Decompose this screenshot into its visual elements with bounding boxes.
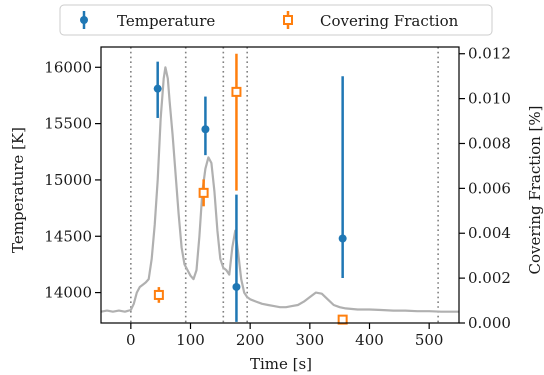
background-curve-group xyxy=(101,67,459,311)
legend-label-temperature: Temperature xyxy=(117,12,215,30)
right-y-tick-label-0: 0.000 xyxy=(468,314,511,332)
background-curve xyxy=(101,67,459,311)
data-point-1-0 xyxy=(155,291,163,299)
right-y-tick-label-4: 0.008 xyxy=(468,134,511,152)
x-tick-label-0: 0 xyxy=(126,331,136,349)
x-tick-label-5: 500 xyxy=(415,331,444,349)
x-tick-label-1: 100 xyxy=(176,331,205,349)
data-point-1-1 xyxy=(200,189,208,197)
right-y-tick-label-1: 0.002 xyxy=(468,269,511,287)
x-tick-label-4: 400 xyxy=(355,331,384,349)
data-point-0-1 xyxy=(201,125,209,133)
right-y-tick-label-2: 0.004 xyxy=(468,224,511,242)
series-temperature xyxy=(154,62,347,322)
data-point-0-0 xyxy=(154,85,162,93)
right-y-axis-ticks: 0.000 0.002 0.004 0.006 0.008 0.010 0.012 xyxy=(459,45,511,332)
left-y-axis-title: Temperature [K] xyxy=(9,127,27,253)
right-y-tick-label-6: 0.012 xyxy=(468,45,511,63)
left-y-tick-label-2: 15000 xyxy=(44,171,92,189)
right-y-tick-label-5: 0.010 xyxy=(468,90,511,108)
legend-label-covering-fraction: Covering Fraction xyxy=(320,12,459,30)
left-y-tick-label-1: 14500 xyxy=(44,227,92,245)
x-tick-label-3: 300 xyxy=(296,331,325,349)
x-axis-title: Time [s] xyxy=(250,355,312,373)
right-y-tick-label-3: 0.006 xyxy=(468,179,511,197)
left-y-tick-label-0: 14000 xyxy=(44,284,92,302)
left-y-axis-ticks: 14000 14500 15000 15500 16000 xyxy=(44,58,101,301)
x-tick-label-2: 200 xyxy=(236,331,265,349)
data-point-1-2 xyxy=(232,88,240,96)
data-point-0-3 xyxy=(339,235,347,243)
legend: Temperature Covering Fraction xyxy=(60,5,492,35)
series-layer xyxy=(154,54,347,324)
series-covering-fraction xyxy=(155,54,347,324)
right-y-axis-title: Covering Fraction [%] xyxy=(526,105,544,274)
left-y-tick-label-4: 16000 xyxy=(44,58,92,76)
data-point-0-2 xyxy=(232,283,240,291)
left-y-tick-label-3: 15500 xyxy=(44,115,92,133)
x-axis-ticks: 0 100 200 300 400 500 xyxy=(126,323,443,349)
